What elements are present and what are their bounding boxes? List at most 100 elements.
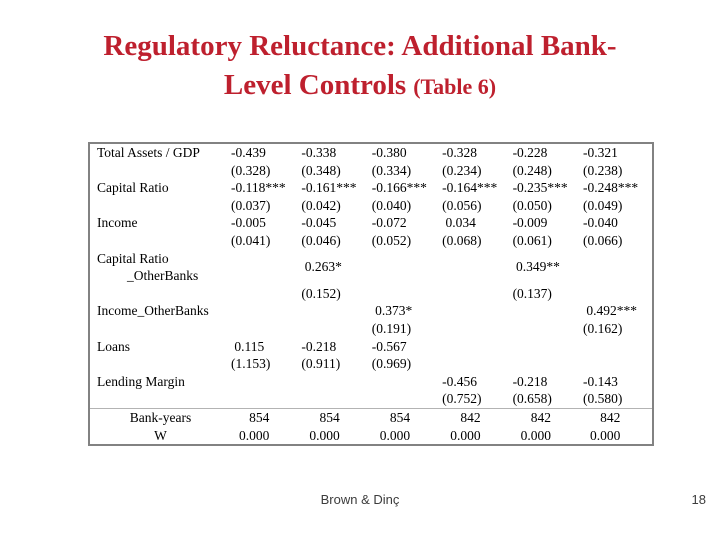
data-cell: -0.045 xyxy=(301,215,337,231)
data-cell: (0.348) xyxy=(301,162,341,178)
data-cell: (0.191) xyxy=(371,320,412,336)
table-row: (0.191) (0.162) xyxy=(89,320,653,338)
slide-footer: Brown & Dinç 18 xyxy=(0,492,720,512)
data-cell: -0.235*** xyxy=(512,180,568,196)
data-cell: -0.567 xyxy=(371,338,407,354)
data-cell: 0.492*** xyxy=(582,303,637,319)
data-cell: -0.040 xyxy=(582,215,618,231)
table-row: Bank-years 854 854 854 842 842 842 xyxy=(89,407,654,427)
data-cell xyxy=(583,338,653,356)
data-cell: 0.115 xyxy=(231,338,265,354)
data-cell xyxy=(231,320,301,338)
data-cell: -0.005 xyxy=(231,215,266,231)
data-cell xyxy=(442,355,512,373)
data-cell: 842 xyxy=(512,407,583,427)
data-cell xyxy=(513,355,583,373)
data-cell: (0.040) xyxy=(371,197,412,213)
data-cell: 0.000 xyxy=(379,427,411,443)
data-cell xyxy=(231,390,301,408)
table-row: Lending Margin -0.456 -0.218 -0.143 xyxy=(89,373,653,391)
data-cell: -0.218 xyxy=(512,373,548,389)
slide-title: Regulatory Reluctance: Additional Bank- … xyxy=(0,0,720,106)
row-label: Capital Ratio _OtherBanks xyxy=(89,250,231,285)
row-label xyxy=(89,320,231,338)
data-cell xyxy=(583,355,653,373)
table-row: (0.041) (0.046) (0.052) (0.068) (0.061) (0.06… xyxy=(89,232,653,250)
data-cell: 0.000 xyxy=(450,427,481,443)
row-label xyxy=(89,355,231,373)
data-cell: (0.580) xyxy=(582,391,623,407)
data-cell xyxy=(301,302,371,320)
data-cell: 854 xyxy=(371,407,443,427)
data-cell xyxy=(301,320,371,338)
data-cell: (0.046) xyxy=(301,232,341,248)
data-cell: 842 xyxy=(582,407,654,427)
row-label: Loans xyxy=(97,338,130,354)
data-cell: 0.000 xyxy=(589,427,621,443)
data-cell: (0.334) xyxy=(371,162,412,178)
row-label: Total Assets / GDP xyxy=(97,145,200,160)
title-table-ref: (Table 6) xyxy=(413,74,497,99)
data-cell: (0.248) xyxy=(512,162,552,178)
data-cell: (0.068) xyxy=(442,232,482,248)
data-cell xyxy=(301,390,371,408)
data-cell: 0.373* xyxy=(371,303,413,319)
data-cell: -0.456 xyxy=(442,373,478,389)
table-row: (0.328) (0.348) (0.334) (0.234) (0.248) (0.23… xyxy=(89,162,653,180)
row-label-line2: _OtherBanks xyxy=(127,268,199,284)
data-cell: 842 xyxy=(442,407,513,427)
table-row: (0.152) (0.137) xyxy=(89,285,653,303)
data-cell xyxy=(372,285,442,303)
data-cell xyxy=(372,250,442,285)
data-cell xyxy=(442,320,512,338)
row-label: W xyxy=(154,427,167,443)
data-cell xyxy=(513,320,583,338)
data-cell: -0.166*** xyxy=(371,180,427,196)
row-label: Income_OtherBanks xyxy=(97,303,209,319)
table-row: W 0.000 0.000 0.000 0.000 0.000 0.000 xyxy=(89,427,653,446)
data-cell: -0.218 xyxy=(301,338,337,354)
title-line1: Regulatory Reluctance: Additional Bank- xyxy=(103,30,617,62)
table-row: Income -0.005 -0.045 -0.072 0.034 -0.009 -0.0… xyxy=(89,214,653,232)
row-label xyxy=(89,162,231,180)
results-table-body: Total Assets / GDP -0.439 -0.338 -0.380 -0.3… xyxy=(89,143,654,446)
data-cell: (0.056) xyxy=(442,197,482,213)
data-cell xyxy=(231,373,301,391)
data-cell: -0.439 xyxy=(231,145,266,160)
data-cell xyxy=(442,302,512,320)
row-label-line1: Capital Ratio xyxy=(97,250,169,266)
data-cell: (0.061) xyxy=(512,232,552,248)
page-number: 18 xyxy=(691,492,706,507)
row-label xyxy=(89,197,231,215)
table-row: Total Assets / GDP -0.439 -0.338 -0.380 -0.3… xyxy=(89,143,653,162)
data-cell: (0.328) xyxy=(231,162,271,178)
data-cell xyxy=(513,338,583,356)
data-cell: (0.137) xyxy=(512,285,552,301)
data-cell: -0.143 xyxy=(582,373,618,389)
data-cell: (0.152) xyxy=(301,285,341,301)
table-row: Loans 0.115 -0.218 -0.567 xyxy=(89,338,653,356)
data-cell: 0.349** xyxy=(512,259,560,275)
data-cell: -0.118*** xyxy=(231,180,286,196)
data-cell: -0.338 xyxy=(301,145,337,160)
data-cell xyxy=(231,302,301,320)
row-label xyxy=(89,390,231,408)
data-cell: -0.161*** xyxy=(301,180,357,196)
data-cell: -0.009 xyxy=(512,215,548,231)
data-cell: -0.380 xyxy=(371,145,407,160)
data-cell: (0.052) xyxy=(371,232,412,248)
title-line2: Level Controls xyxy=(223,69,407,101)
data-cell: (0.037) xyxy=(231,197,271,213)
data-cell xyxy=(442,338,512,356)
data-cell: (0.752) xyxy=(442,391,482,407)
data-cell: (0.042) xyxy=(301,197,341,213)
data-cell: (0.234) xyxy=(442,162,482,178)
data-cell: 0.263* xyxy=(301,259,342,275)
data-cell: (0.911) xyxy=(301,356,341,372)
data-cell: -0.321 xyxy=(582,145,618,160)
data-cell: (0.658) xyxy=(512,391,552,407)
data-cell: -0.248*** xyxy=(582,180,639,196)
table-row: Income_OtherBanks 0.373* 0.492*** xyxy=(89,302,653,320)
data-cell: (0.066) xyxy=(582,232,623,248)
